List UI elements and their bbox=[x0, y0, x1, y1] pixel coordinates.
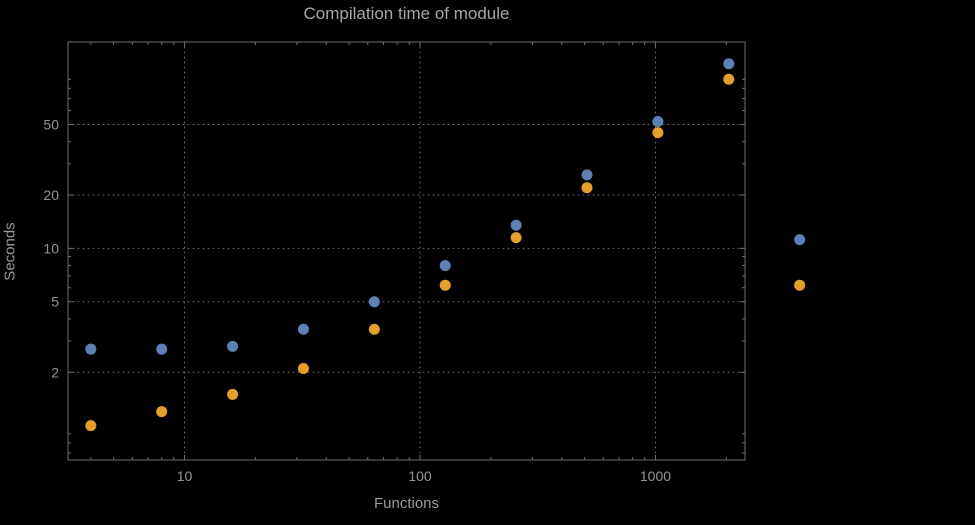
y-tick-label: 50 bbox=[43, 116, 59, 132]
series-2-orange-point bbox=[794, 279, 806, 291]
series-2-orange-point bbox=[652, 127, 664, 139]
series-2-orange-point bbox=[156, 406, 168, 418]
y-tick-label: 20 bbox=[43, 187, 59, 203]
x-tick-label: 10 bbox=[177, 468, 193, 484]
series-1-blue-point bbox=[794, 234, 806, 246]
series-2-orange-point bbox=[439, 279, 451, 291]
x-axis-label: Functions bbox=[373, 495, 440, 512]
series-2-orange-point bbox=[227, 388, 239, 400]
plot-frame bbox=[67, 41, 746, 461]
y-tick-label: 5 bbox=[51, 294, 59, 310]
series-1-blue-point bbox=[85, 343, 97, 355]
x-tick-label: 100 bbox=[408, 468, 432, 484]
x-tick-label: 1000 bbox=[640, 468, 671, 484]
series-2-orange-point bbox=[510, 232, 522, 244]
series-2-orange-point bbox=[368, 323, 380, 335]
series-1-blue-point bbox=[297, 323, 309, 335]
y-tick-label: 2 bbox=[51, 364, 59, 380]
series-1-blue-point bbox=[156, 343, 168, 355]
series-2-orange-point bbox=[723, 73, 735, 85]
series-2-orange-point bbox=[581, 182, 593, 194]
series-1-blue-point bbox=[227, 340, 239, 352]
chart-title: Compilation time of module bbox=[303, 4, 510, 23]
series-1-blue-point bbox=[723, 58, 735, 70]
series-2-orange-point bbox=[85, 420, 97, 432]
series-1-blue-point bbox=[510, 219, 522, 231]
series-2-orange-point bbox=[297, 363, 309, 375]
y-tick-label: 10 bbox=[43, 240, 59, 256]
series-1-blue-point bbox=[368, 296, 380, 308]
series-1-blue-point bbox=[581, 169, 593, 181]
series-1-blue-point bbox=[439, 260, 451, 272]
series-1-blue-point bbox=[652, 115, 664, 127]
